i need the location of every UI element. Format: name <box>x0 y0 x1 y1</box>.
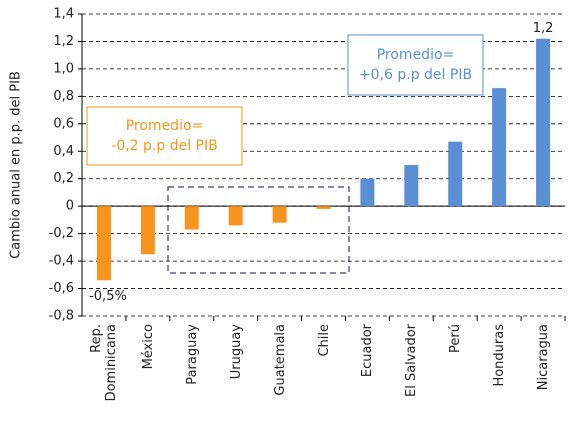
bar <box>492 88 507 207</box>
y-tick-label: 1,4 <box>53 7 74 22</box>
y-tick-label: 0,2 <box>53 171 74 186</box>
bar <box>184 206 199 230</box>
y-tick-label: 0,8 <box>53 89 74 104</box>
y-tick-label: -0,6 <box>49 281 74 296</box>
x-tick-label: Rep. Dominicana <box>88 324 119 402</box>
x-tick-label: México <box>140 324 156 370</box>
x-tick-label: Paraguay <box>184 324 200 385</box>
bar <box>316 206 331 209</box>
x-tick-label: El Salvador <box>403 324 419 397</box>
x-tick-label: Perú <box>447 324 463 353</box>
bar <box>448 141 463 207</box>
x-tick-label: Nicaragua <box>535 324 551 391</box>
annotation-text: +0,6 p.p del PIB <box>359 67 472 83</box>
bar <box>272 206 287 223</box>
y-tick-label: 0 <box>66 199 74 214</box>
annotation-text: Promedio= <box>126 118 204 134</box>
x-tick-label: Uruguay <box>228 324 244 380</box>
y-tick-label: 0,4 <box>53 144 74 159</box>
bar <box>96 206 111 281</box>
value-label: -0,5% <box>89 289 127 304</box>
bar <box>228 206 243 226</box>
y-tick-label: 0,6 <box>53 116 74 131</box>
x-tick-label: Guatemala <box>272 324 288 396</box>
value-label: 1,2 <box>533 21 554 36</box>
y-tick-label: -0,4 <box>49 254 74 269</box>
x-tick-label: Honduras <box>491 324 507 387</box>
x-tick-label: Ecuador <box>359 324 375 378</box>
annotation-box <box>347 34 484 96</box>
annotation-box <box>86 106 243 166</box>
annotation-text: -0,2 p.p del PIB <box>111 138 217 154</box>
highlight-box <box>167 186 350 274</box>
y-tick-label: -0,2 <box>49 226 74 241</box>
bar <box>360 178 375 207</box>
y-tick-label: 1,2 <box>53 34 74 49</box>
bar <box>140 206 155 255</box>
y-axis-label: Cambio anual en p.p. del PIB <box>9 71 24 259</box>
annotation-text: Promedio= <box>377 47 455 63</box>
bar <box>404 165 419 207</box>
y-tick-label: -0,8 <box>49 309 74 324</box>
x-tick-label: Chile <box>316 324 331 357</box>
bar <box>536 38 551 207</box>
y-tick-label: 1,0 <box>53 61 74 76</box>
